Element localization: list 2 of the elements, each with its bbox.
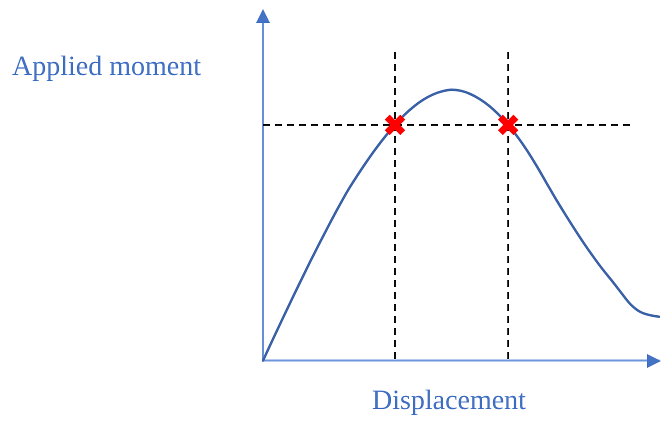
x-axis-title: Displacement xyxy=(372,384,526,416)
y-axis-title: Applied moment xyxy=(12,51,201,82)
